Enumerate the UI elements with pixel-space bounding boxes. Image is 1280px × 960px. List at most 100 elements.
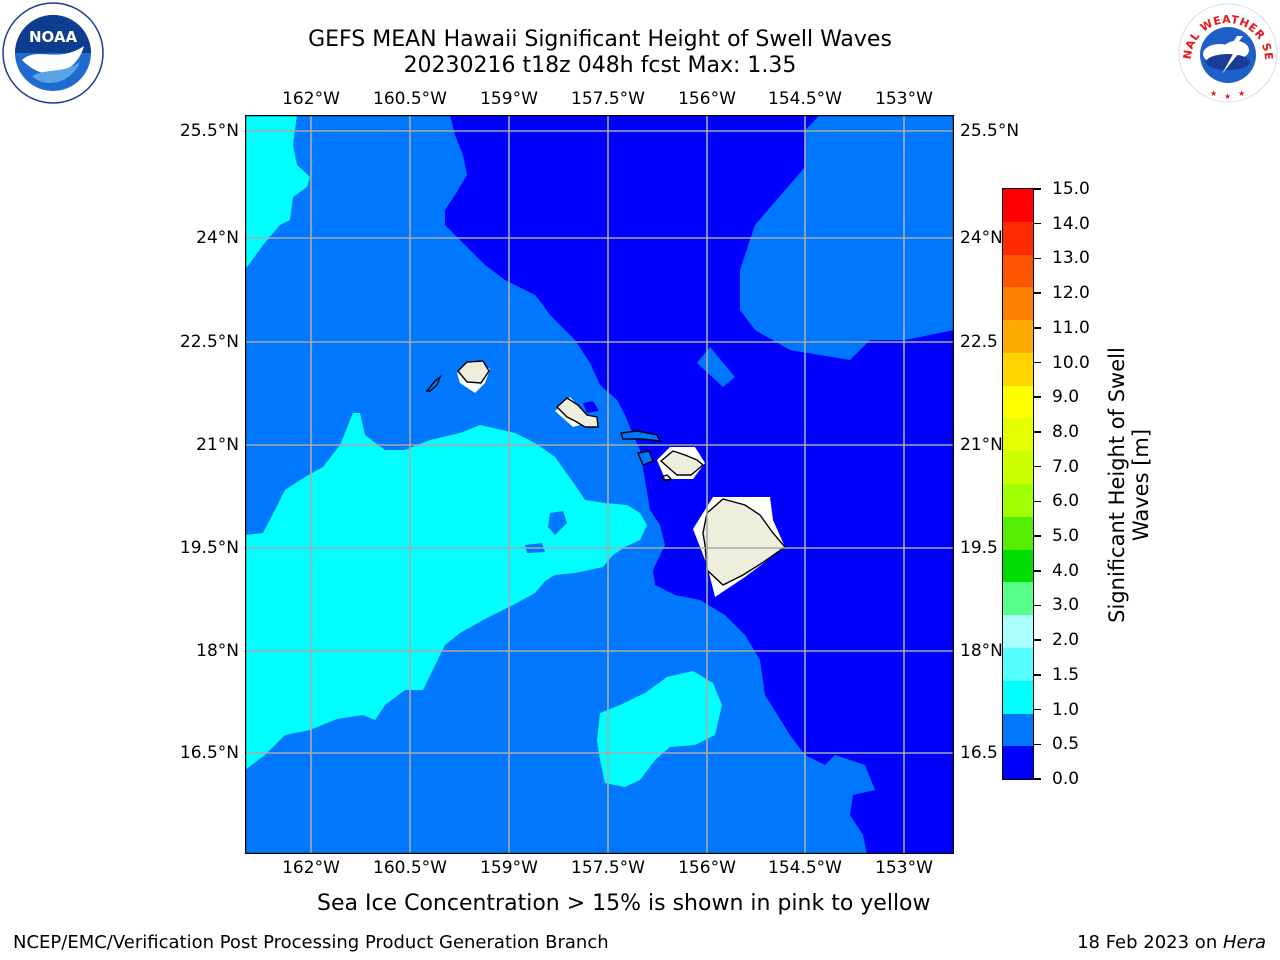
noaa-logo-icon: NOAA [2, 2, 104, 104]
colorbar-tick: 0.5 [1052, 734, 1080, 755]
island-molokai [620, 430, 662, 442]
colorbar-segment [1003, 221, 1033, 255]
svg-text:★: ★ [1210, 89, 1217, 98]
nws-logo-icon: NATIONAL WEATHER SERVICE ★ ★ ★ [1172, 0, 1279, 104]
island-kahoolawe [659, 474, 673, 482]
lon-tick-top: 159°W [480, 89, 538, 109]
colorbar-tick: 7.0 [1052, 456, 1080, 477]
colorbar-segments [1003, 189, 1033, 780]
lat-tick-right: 16.5 [960, 743, 998, 763]
footer-left: NCEP/EMC/Verification Post Processing Pr… [13, 932, 609, 953]
lon-tick-top: 157.5°W [571, 89, 645, 109]
lon-tick-bottom: 157.5°W [571, 858, 645, 878]
colorbar-tick-mark [1034, 431, 1041, 433]
colorbar-segment [1003, 385, 1033, 419]
colorbar-tick: 5.0 [1052, 526, 1080, 547]
colorbar-segment [1003, 352, 1033, 386]
footer-date: 18 Feb 2023 on [1077, 932, 1223, 953]
title-line-2: 20230216 t18z 048h fcst Max: 1.35 [403, 53, 797, 78]
colorbar-tick-mark [1034, 639, 1041, 641]
colorbar-tick-mark [1034, 361, 1041, 364]
colorbar-tick-mark [1034, 465, 1041, 468]
map-frame [245, 115, 954, 854]
title-line-1: GEFS MEAN Hawaii Significant Height of S… [308, 27, 892, 52]
lat-tick-left: 16.5°N [179, 743, 239, 763]
colorbar-segment [1003, 615, 1033, 648]
colorbar-segment [1003, 582, 1033, 616]
colorbar-segment [1003, 647, 1033, 681]
colorbar-tick-mark [1034, 292, 1041, 294]
colorbar [1002, 188, 1034, 780]
colorbar-tick: 3.0 [1052, 595, 1080, 616]
colorbar-tick: 10.0 [1052, 352, 1090, 373]
lat-tick-left: 18°N [196, 641, 239, 661]
colorbar-tick-mark [1034, 222, 1041, 225]
swell-zone-1.0-1.5-s [597, 671, 722, 787]
colorbar-tick-mark [1034, 257, 1041, 260]
swell-patch-oahu [583, 401, 599, 413]
lon-tick-top: 160.5°W [373, 89, 447, 109]
map-grid [245, 115, 954, 854]
colorbar-tick: 4.0 [1052, 560, 1080, 581]
colorbar-tick: 9.0 [1052, 387, 1080, 408]
colorbar-segment [1003, 484, 1033, 517]
lat-tick-right: 22.5 [960, 332, 998, 352]
svg-text:★: ★ [1238, 89, 1245, 98]
colorbar-tick: 8.0 [1052, 421, 1080, 442]
colorbar-segment [1003, 189, 1033, 222]
lat-tick-right: 25.5°N [960, 121, 1020, 141]
svg-text:★: ★ [1224, 92, 1231, 101]
colorbar-tick: 12.0 [1052, 283, 1090, 304]
swell-zone-1.0-1.5-nw [245, 115, 310, 270]
colorbar-tick-mark [1034, 674, 1041, 676]
colorbar-segment [1003, 680, 1033, 714]
lon-tick-top: 154.5°W [768, 89, 842, 109]
lon-tick-bottom: 160.5°W [373, 858, 447, 878]
lat-tick-left: 19.5°N [179, 538, 239, 558]
swell-patch-small-1 [548, 511, 567, 535]
lat-tick-left: 25.5°N [179, 121, 239, 141]
colorbar-tick-mark [1034, 708, 1041, 711]
noaa-logo-text: NOAA [29, 28, 78, 46]
colorbar-tick-mark [1034, 327, 1041, 329]
colorbar-tick-mark [1034, 535, 1041, 537]
colorbar-tick: 0.0 [1052, 769, 1080, 789]
lon-tick-bottom: 162°W [282, 858, 340, 878]
colorbar-segment [1003, 287, 1033, 321]
lat-tick-right: 21°N [960, 435, 1003, 455]
colorbar-tick-mark [1034, 778, 1041, 780]
colorbar-label: Significant Height of Swell Waves [m] [1105, 347, 1153, 623]
colorbar-segment [1003, 549, 1033, 583]
colorbar-tick: 2.0 [1052, 630, 1080, 651]
colorbar-segment [1003, 320, 1033, 353]
lon-tick-top: 153°W [875, 89, 933, 109]
island-maui [659, 450, 705, 476]
colorbar-segment [1003, 713, 1033, 747]
colorbar-tick: 1.5 [1052, 664, 1080, 685]
colorbar-tick: 1.0 [1052, 699, 1080, 720]
island-kauai [457, 360, 490, 384]
lat-tick-right: 24°N [960, 228, 1003, 248]
colorbar-tick-mark [1034, 396, 1041, 398]
island-hawaii [702, 498, 787, 586]
swell-zone-0-0.5 [445, 115, 954, 854]
lat-tick-right: 18°N [960, 641, 1003, 661]
colorbar-segment [1003, 516, 1033, 550]
colorbar-tick-mark [1034, 604, 1041, 607]
map-title: GEFS MEAN Hawaii Significant Height of S… [0, 27, 1200, 79]
footer-host: Hera [1222, 932, 1266, 953]
lon-tick-bottom: 153°W [875, 858, 933, 878]
island-oahu [555, 397, 599, 428]
lon-tick-top: 156°W [678, 89, 736, 109]
colorbar-tick: 6.0 [1052, 491, 1080, 512]
lon-tick-bottom: 154.5°W [768, 858, 842, 878]
colorbar-tick-mark [1034, 188, 1041, 190]
island-lanai [637, 450, 654, 466]
colorbar-segment [1003, 418, 1033, 452]
colorbar-tick: 15.0 [1052, 179, 1090, 199]
colorbar-tick: 14.0 [1052, 213, 1090, 234]
lon-tick-bottom: 156°W [678, 858, 736, 878]
colorbar-segment [1003, 746, 1033, 780]
footer-right: 18 Feb 2023 on Hera [1077, 932, 1266, 954]
lat-tick-left: 21°N [196, 435, 239, 455]
